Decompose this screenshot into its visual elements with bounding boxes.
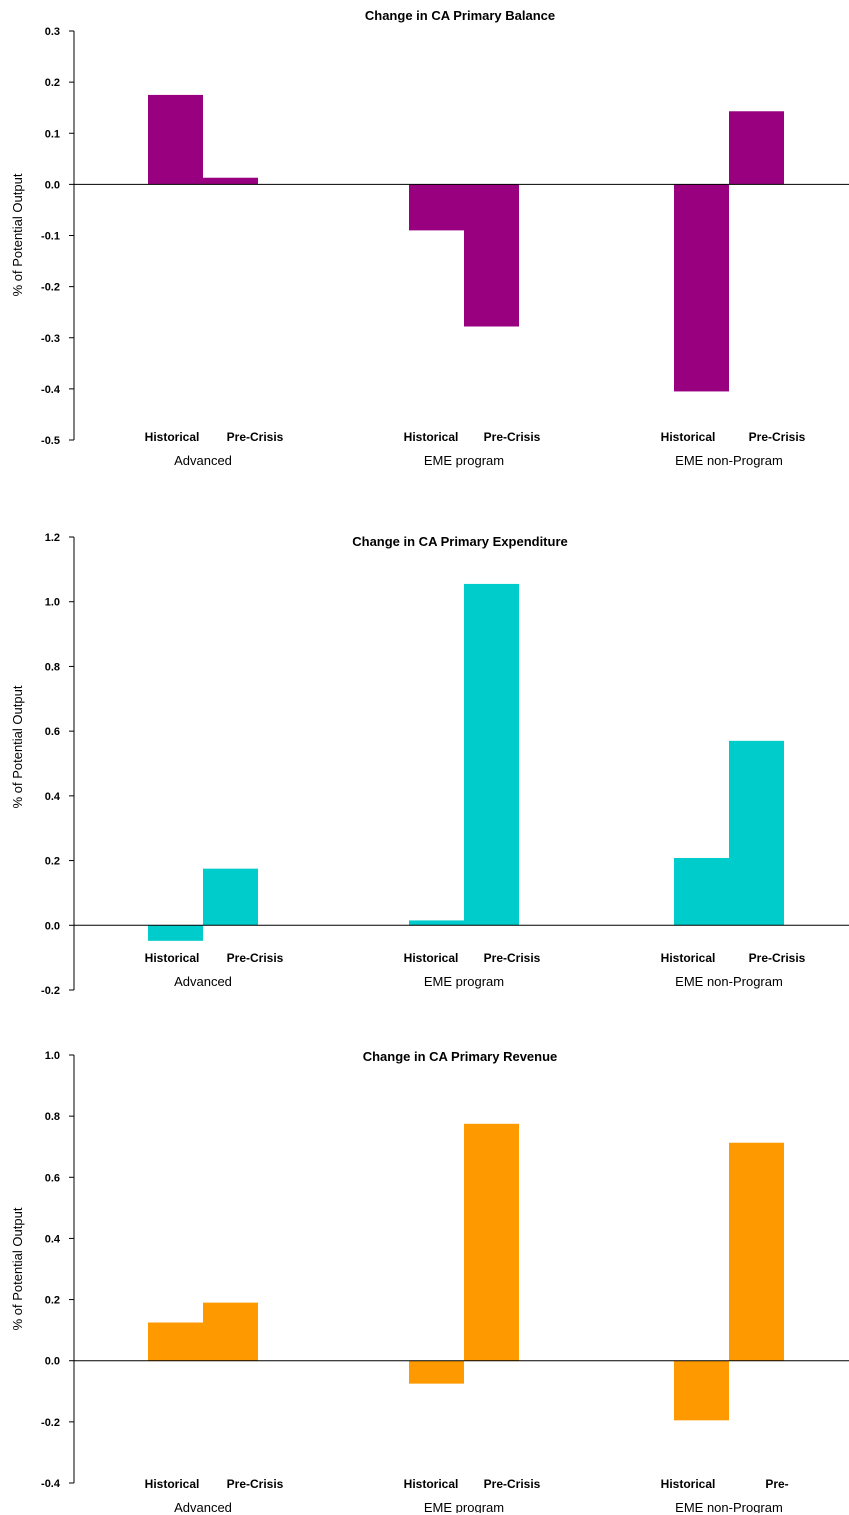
y-tick-label: 0.2 bbox=[45, 856, 60, 868]
series-label: Historical bbox=[661, 1477, 716, 1491]
y-axis-label: % of Potential Output bbox=[10, 173, 25, 296]
bar-eme-non-program-pre-crisis bbox=[729, 1142, 784, 1361]
bar-eme-non-program-pre-crisis bbox=[729, 740, 784, 926]
chart-primary-balance: Change in CA Primary Balance % of Potenti… bbox=[10, 8, 849, 468]
category-label: Advanced bbox=[174, 1500, 232, 1513]
series-label: Pre-Crisis bbox=[227, 951, 284, 965]
bar-eme-program-pre-crisis bbox=[464, 184, 519, 327]
y-tick-label: -0.2 bbox=[41, 985, 60, 997]
category-label: EME program bbox=[424, 453, 504, 468]
series-label: Pre-Crisis bbox=[749, 951, 806, 965]
chart-title: Change in CA Primary Expenditure bbox=[352, 534, 568, 549]
category-label: Advanced bbox=[174, 974, 232, 989]
bar-eme-non-program-pre-crisis bbox=[729, 111, 784, 185]
category-label: EME non-Program bbox=[675, 974, 783, 989]
bar-eme-program-pre-crisis bbox=[464, 583, 519, 926]
bar-advanced-historical bbox=[148, 94, 203, 185]
bar-eme-program-historical bbox=[409, 920, 464, 926]
bar-advanced-pre-crisis bbox=[203, 1302, 258, 1361]
y-tick-label: -0.1 bbox=[41, 231, 60, 243]
y-tick-label: 0.4 bbox=[45, 1233, 61, 1245]
category-label: EME program bbox=[424, 1500, 504, 1513]
y-tick-label: 0.0 bbox=[45, 1356, 60, 1368]
y-tick-label: 0.1 bbox=[45, 128, 60, 140]
bar-eme-non-program-historical bbox=[674, 1360, 729, 1421]
series-label: Historical bbox=[404, 951, 459, 965]
y-tick-label: -0.5 bbox=[41, 435, 60, 447]
y-tick-label: 0.6 bbox=[45, 1172, 60, 1184]
series-label: Pre-Crisis bbox=[484, 951, 541, 965]
y-tick-label: 0.8 bbox=[45, 1111, 60, 1123]
series-label: Historical bbox=[145, 1477, 200, 1491]
series-label: Pre-Crisis bbox=[484, 430, 541, 444]
y-tick-label: 0.4 bbox=[45, 791, 61, 803]
chart-title: Change in CA Primary Balance bbox=[365, 8, 555, 23]
chart-primary-revenue: Change in CA Primary Revenue % of Potenti… bbox=[10, 1049, 849, 1513]
y-tick-label: 1.0 bbox=[45, 1050, 60, 1062]
series-label: Historical bbox=[145, 951, 200, 965]
y-axis-label: % of Potential Output bbox=[10, 685, 25, 808]
bar-eme-program-historical bbox=[409, 1360, 464, 1384]
chart-primary-expenditure: Change in CA Primary Expenditure % of Pot… bbox=[10, 532, 849, 997]
series-label: Pre-Crisis bbox=[484, 1477, 541, 1491]
y-tick-label: -0.4 bbox=[41, 1478, 61, 1490]
y-tick-label: -0.3 bbox=[41, 333, 60, 345]
y-tick-label: 0.2 bbox=[45, 77, 60, 89]
y-tick-label: 0.3 bbox=[45, 26, 60, 38]
series-label: Historical bbox=[404, 430, 459, 444]
y-tick-label: 0.2 bbox=[45, 1295, 60, 1307]
y-tick-label: 0.0 bbox=[45, 179, 60, 191]
series-label: Historical bbox=[145, 430, 200, 444]
y-tick-label: 0.6 bbox=[45, 726, 60, 738]
series-label: Pre-Crisis bbox=[227, 1477, 284, 1491]
bar-eme-program-pre-crisis bbox=[464, 1123, 519, 1361]
y-tick-label: 0.8 bbox=[45, 661, 60, 673]
bar-advanced-historical bbox=[148, 925, 203, 941]
series-label: Pre-Crisis bbox=[749, 430, 806, 444]
series-label: Pre- bbox=[765, 1477, 788, 1491]
series-label: Historical bbox=[404, 1477, 459, 1491]
series-label: Pre-Crisis bbox=[227, 430, 284, 444]
bar-advanced-pre-crisis bbox=[203, 177, 258, 185]
bar-eme-program-historical bbox=[409, 184, 464, 231]
series-label: Historical bbox=[661, 951, 716, 965]
y-tick-label: -0.2 bbox=[41, 282, 60, 294]
series-label: Historical bbox=[661, 430, 716, 444]
category-label: EME non-Program bbox=[675, 1500, 783, 1513]
y-tick-label: 1.0 bbox=[45, 597, 60, 609]
y-tick-label: -0.2 bbox=[41, 1417, 60, 1429]
bar-eme-non-program-historical bbox=[674, 184, 729, 392]
bar-advanced-pre-crisis bbox=[203, 868, 258, 926]
category-label: EME program bbox=[424, 974, 504, 989]
bar-advanced-historical bbox=[148, 1322, 203, 1361]
category-label: Advanced bbox=[174, 453, 232, 468]
y-tick-label: -0.4 bbox=[41, 384, 61, 396]
category-label: EME non-Program bbox=[675, 453, 783, 468]
bar-eme-non-program-historical bbox=[674, 857, 729, 926]
chart-title: Change in CA Primary Revenue bbox=[363, 1049, 558, 1064]
y-axis-label: % of Potential Output bbox=[10, 1207, 25, 1330]
y-tick-label: 0.0 bbox=[45, 920, 60, 932]
y-tick-label: 1.2 bbox=[45, 532, 60, 544]
